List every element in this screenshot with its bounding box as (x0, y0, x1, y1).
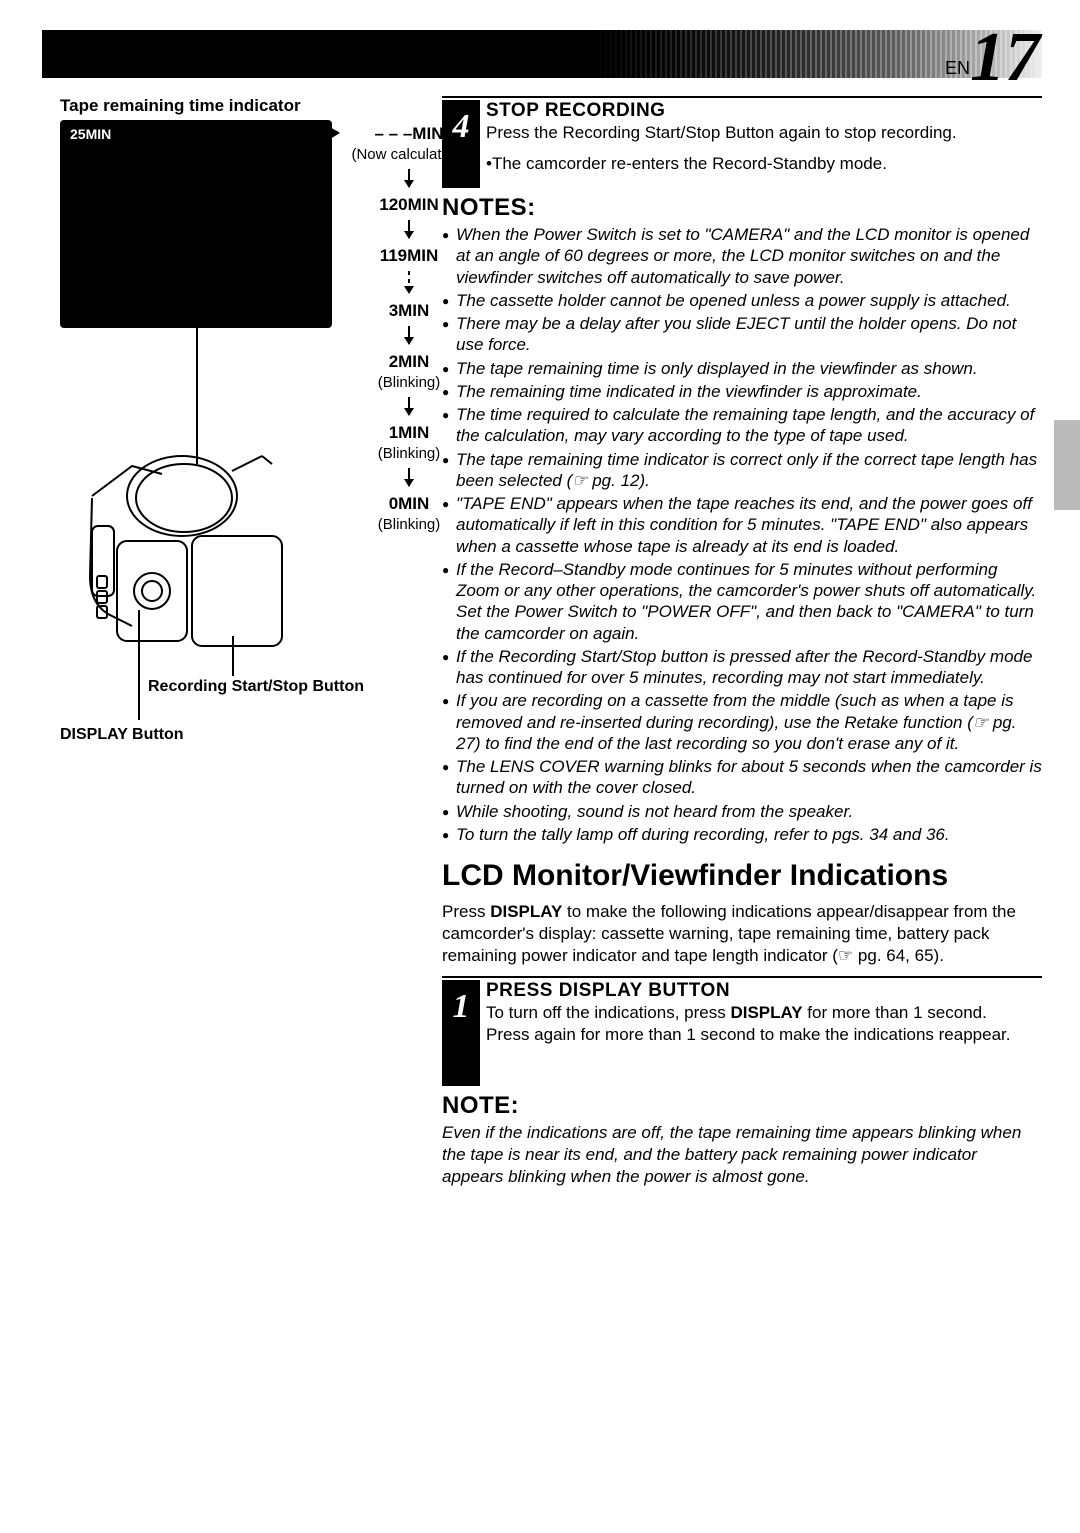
camcorder-illustration (62, 426, 322, 686)
callout-line (196, 326, 198, 464)
section-lcd-intro: Press DISPLAY to make the following indi… (442, 901, 1042, 966)
time-0: 0MIN (389, 494, 430, 513)
note-item: If the Recording Start/Stop button is pr… (442, 646, 1042, 689)
down-arrow-icon (408, 326, 410, 344)
time-initial: – – –MIN (375, 124, 444, 143)
right-column: 4 STOP RECORDING Press the Recording Sta… (442, 96, 1042, 1188)
note-item: There may be a delay after you slide EJE… (442, 313, 1042, 356)
note-item: If the Record–Standby mode continues for… (442, 559, 1042, 644)
note-item: The tape remaining time indicator is cor… (442, 449, 1042, 492)
step-1-body2: Press again for more than 1 second to ma… (442, 1024, 1042, 1045)
note-item: The tape remaining time is only displaye… (442, 358, 1042, 379)
time-3: 3MIN (389, 301, 430, 320)
step-4-number: 4 (442, 100, 480, 188)
down-arrow-icon (408, 468, 410, 486)
note-item: The LENS COVER warning blinks for about … (442, 756, 1042, 799)
header-barcode (42, 30, 1042, 78)
callout-line (138, 610, 140, 720)
screen-value: 25MIN (70, 126, 111, 142)
step-4-bullet: •The camcorder re-enters the Record-Stan… (442, 153, 1042, 174)
down-arrow-icon (408, 220, 410, 238)
step-1-body1: To turn off the indications, press DISPL… (442, 1002, 1042, 1023)
time-120: 120MIN (379, 195, 439, 214)
down-arrow-icon (408, 397, 410, 415)
down-arrow-icon (408, 169, 410, 187)
note-item: If you are recording on a cassette from … (442, 690, 1042, 754)
note-body: Even if the indications are off, the tap… (442, 1122, 1042, 1187)
note-item: When the Power Switch is set to "CAMERA"… (442, 224, 1042, 288)
note-item: The cassette holder cannot be opened unl… (442, 290, 1042, 311)
time-0-note: (Blinking) (378, 516, 441, 533)
side-tab (1054, 420, 1080, 510)
time-1: 1MIN (389, 423, 430, 442)
step-4-body: Press the Recording Start/Stop Button ag… (442, 122, 1042, 143)
viewfinder-screen: 25MIN (60, 120, 332, 328)
note-item: To turn the tally lamp off during record… (442, 824, 1042, 845)
time-1-note: (Blinking) (378, 445, 441, 462)
note-item: The time required to calculate the remai… (442, 404, 1042, 447)
step-1-title: PRESS DISPLAY BUTTON (442, 980, 1042, 1002)
time-2-note: (Blinking) (378, 374, 441, 391)
note-item: The remaining time indicated in the view… (442, 381, 1042, 402)
note-item: While shooting, sound is not heard from … (442, 801, 1042, 822)
arrow-to-min (170, 131, 338, 134)
step-1: 1 PRESS DISPLAY BUTTON To turn off the i… (442, 976, 1042, 1086)
indicator-title: Tape remaining time indicator (60, 96, 440, 116)
note-heading: NOTE: (442, 1092, 1042, 1120)
note-item: "TAPE END" appears when the tape reaches… (442, 493, 1042, 557)
dashed-arrow-icon (408, 271, 410, 293)
notes-heading: NOTES: (442, 194, 1042, 222)
callout-line (232, 636, 234, 676)
page-number: 17 (970, 18, 1040, 98)
callout-recording: Recording Start/Stop Button (148, 678, 364, 696)
step-1-number: 1 (442, 980, 480, 1086)
time-119: 119MIN (380, 246, 439, 265)
page-lang: EN (945, 58, 970, 79)
step-4: 4 STOP RECORDING Press the Recording Sta… (442, 96, 1042, 188)
step-4-title: STOP RECORDING (442, 100, 1042, 122)
time-2: 2MIN (389, 352, 430, 371)
section-lcd-title: LCD Monitor/Viewfinder Indications (442, 859, 1042, 893)
left-column: Tape remaining time indicator 25MIN – – … (60, 96, 440, 124)
notes-list: When the Power Switch is set to "CAMERA"… (442, 224, 1042, 845)
callout-display: DISPLAY Button (60, 726, 184, 744)
